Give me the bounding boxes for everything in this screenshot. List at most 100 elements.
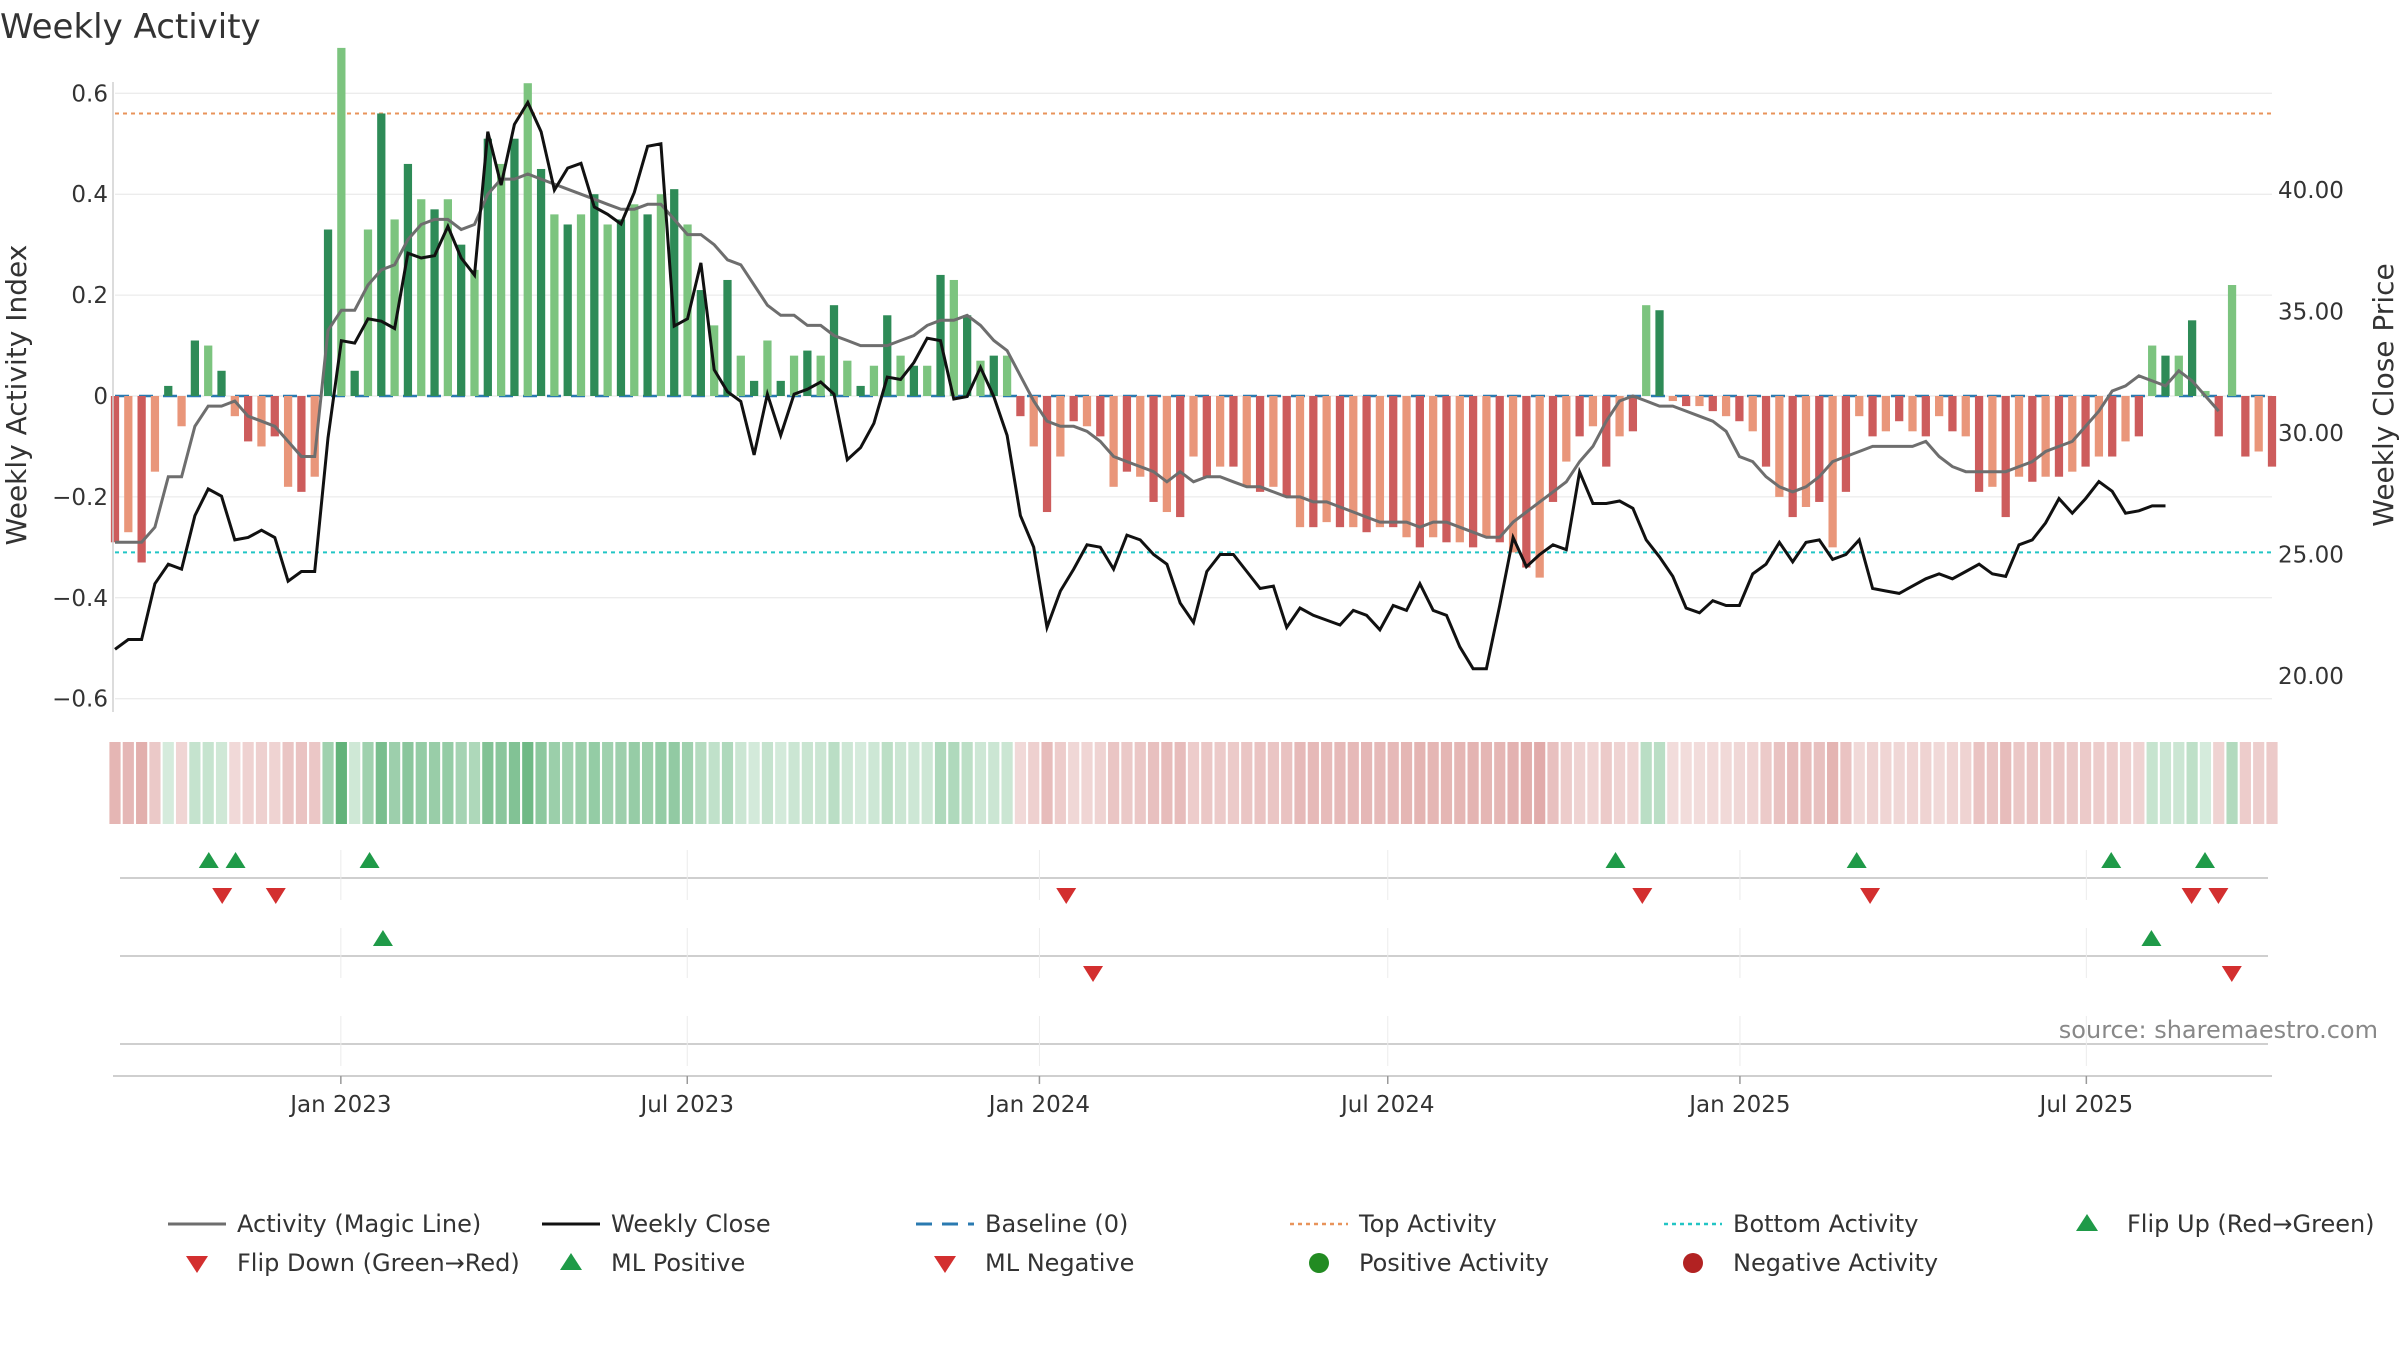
heat-cell	[2080, 742, 2092, 824]
heat-cell	[1707, 742, 1719, 824]
activity-bar	[749, 380, 759, 396]
legend-label: Bottom Activity	[1733, 1210, 1918, 1238]
activity-bar	[2094, 396, 2104, 457]
activity-bar	[177, 396, 186, 427]
heat-cell	[1574, 742, 1586, 824]
activity-bar	[1415, 396, 1424, 548]
heat-cell	[1454, 742, 1466, 824]
legend: Activity (Magic Line) Weekly Close Baselin…	[168, 1210, 2375, 1277]
heat-cell	[2000, 742, 2012, 824]
heat-cell	[1840, 742, 1852, 824]
heat-cell	[1028, 742, 1040, 824]
activity-bar	[244, 396, 253, 442]
activity-bar	[1748, 396, 1757, 432]
activity-bar	[683, 224, 692, 396]
heat-cell	[402, 742, 414, 824]
flip-down-marker	[1056, 888, 1077, 904]
right-tick-label: 30.00	[2278, 421, 2344, 447]
flip-down-marker	[1632, 888, 1653, 904]
activity-bar	[1828, 396, 1837, 548]
activity-bar	[164, 385, 173, 396]
heat-cell	[389, 742, 401, 824]
heat-cell	[1174, 742, 1186, 824]
heat-cell	[1494, 742, 1506, 824]
heat-cell	[535, 742, 547, 824]
left-tick-label: 0.6	[71, 81, 108, 107]
heat-cell	[1933, 742, 1945, 824]
activity-bar	[523, 83, 532, 397]
activity-bar	[1788, 396, 1797, 518]
heat-cell	[1068, 742, 1080, 824]
heat-cell	[162, 742, 174, 824]
heat-cell	[1254, 742, 1266, 824]
legend-label: Top Activity	[1358, 1210, 1497, 1238]
heat-cell	[1414, 742, 1426, 824]
heat-cell	[1813, 742, 1825, 824]
activity-bar	[1468, 396, 1478, 548]
activity-bar	[643, 214, 652, 396]
activity-bar	[909, 365, 919, 396]
activity-bar	[1295, 396, 1305, 528]
heat-cell	[349, 742, 361, 824]
activity-bar	[2014, 396, 2024, 477]
x-tick-label: Jan 2023	[288, 1092, 391, 1118]
activity-bar	[1322, 396, 1331, 523]
activity-bar	[976, 360, 985, 396]
legend-item: Top Activity	[1290, 1210, 1497, 1238]
activity-bar	[297, 396, 306, 492]
heat-cell	[655, 742, 667, 824]
heat-cell	[1121, 742, 1133, 824]
x-tick-label: Jul 2025	[2038, 1092, 2134, 1118]
heat-cell	[548, 742, 560, 824]
flip-down-marker	[1860, 888, 1881, 904]
heat-cell	[815, 742, 827, 824]
activity-bar	[1362, 396, 1371, 533]
heat-cell	[735, 742, 747, 824]
flip-down-marker	[2181, 888, 2202, 904]
legend-swatch-triangle-up	[2076, 1214, 2098, 1231]
activity-bar	[390, 219, 399, 396]
activity-bar	[1948, 396, 1957, 432]
heat-cell	[1866, 742, 1879, 824]
activity-bar	[1908, 396, 1917, 432]
flip-up-marker	[2195, 852, 2216, 868]
activity-bar	[270, 396, 279, 437]
heat-cell	[1587, 742, 1599, 824]
activity-bar	[1801, 396, 1811, 507]
heat-cell	[229, 742, 241, 824]
heat-cell	[1627, 742, 1639, 824]
activity-bar	[2001, 396, 2010, 518]
heat-cell	[1281, 742, 1293, 824]
ml-positive-marker	[372, 930, 393, 946]
x-tick-label: Jan 2025	[1687, 1092, 1790, 1118]
heat-cell	[295, 742, 307, 824]
heat-cell	[1480, 742, 1493, 824]
heat-cell	[2040, 742, 2052, 824]
activity-bar	[1721, 396, 1731, 417]
heat-cell	[1973, 742, 1985, 824]
activity-bar	[217, 370, 226, 396]
left-axis-label: Weekly Activity Index	[0, 245, 33, 546]
activity-bar	[896, 355, 905, 396]
activity-bar	[1136, 396, 1145, 477]
activity-bar	[1682, 396, 1691, 407]
activity-bar	[1482, 396, 1491, 538]
activity-bar	[363, 229, 373, 396]
activity-bar	[1921, 396, 1930, 437]
heat-cell	[2226, 742, 2238, 824]
activity-bar	[670, 189, 679, 396]
heat-cell	[602, 742, 614, 824]
heat-cell	[881, 742, 893, 824]
activity-bar	[536, 168, 546, 396]
legend-swatch-triangle-down	[934, 1256, 956, 1273]
heat-cell	[1014, 742, 1026, 824]
heat-cell	[482, 742, 494, 824]
activity-bar	[2028, 396, 2037, 482]
activity-bar	[2041, 396, 2050, 477]
ml-positive-marker	[2141, 930, 2162, 946]
heat-cell	[868, 742, 880, 824]
heat-cell	[1361, 742, 1373, 824]
activity-bar	[869, 365, 879, 396]
